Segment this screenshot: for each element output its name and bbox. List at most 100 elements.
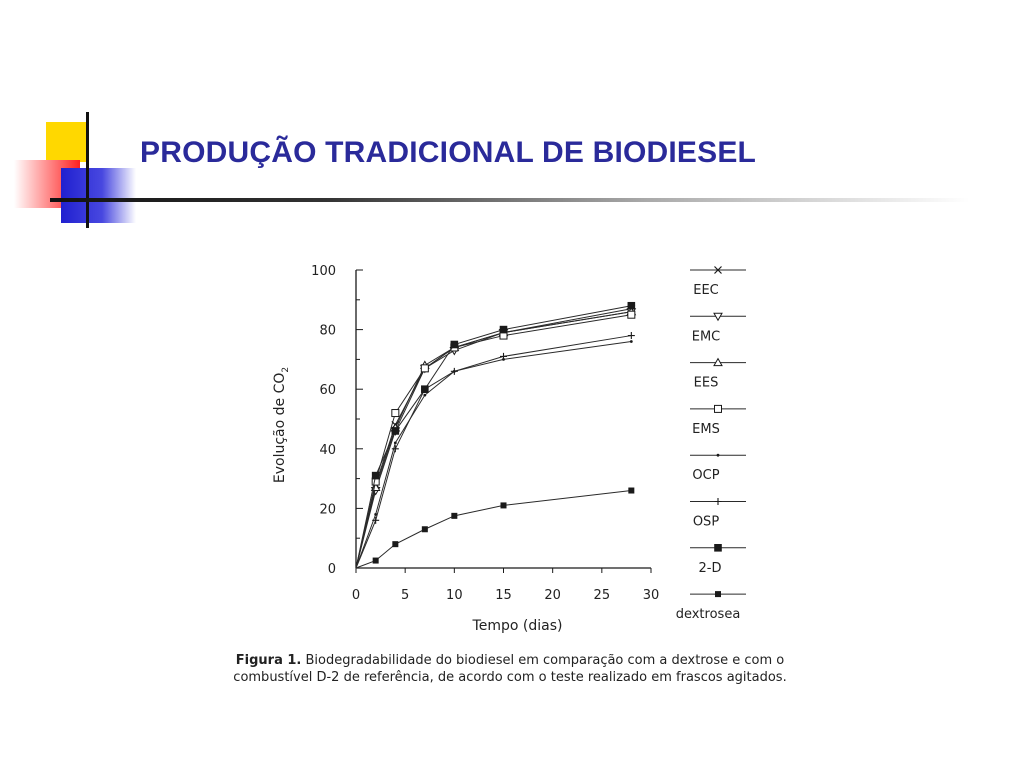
- data-point: [500, 352, 507, 360]
- legend-marker: [716, 453, 720, 457]
- x-tick-label: 10: [446, 588, 463, 603]
- data-point: [421, 526, 428, 533]
- legend-marker: [714, 404, 722, 413]
- y-axis-label: Evolução de CO2: [272, 367, 291, 483]
- series-2-d: [355, 301, 636, 569]
- data-point: [423, 393, 427, 397]
- legend-label: EMC: [692, 329, 721, 344]
- marker-shape: [713, 357, 723, 367]
- data-point: [371, 471, 380, 480]
- legend-item: EEC: [690, 266, 746, 298]
- data-point: [627, 332, 635, 340]
- marker-shape: [421, 526, 428, 533]
- series-eec: [355, 304, 636, 569]
- data-point: [499, 325, 508, 334]
- series-dextrosea: [355, 487, 635, 569]
- data-point: [628, 487, 635, 494]
- y-axis-label-subscript: 2: [281, 367, 291, 373]
- decor-horizontal-rule: [50, 198, 970, 202]
- y-axis-label-main: Evolução de CO: [272, 373, 288, 484]
- legend-label: EES: [694, 376, 719, 391]
- y-tick-label: 40: [319, 443, 336, 458]
- legend-marker: [714, 544, 722, 552]
- marker-shape: [500, 502, 507, 509]
- legend-label: EMS: [692, 422, 720, 437]
- data-point: [629, 340, 633, 343]
- legend-label: 2-D: [699, 561, 722, 576]
- legend-marker: [713, 312, 723, 322]
- data-point: [372, 516, 380, 524]
- marker-shape: [391, 427, 400, 435]
- figure-caption-text: Biodegradabilidade do biodiesel em compa…: [233, 653, 787, 685]
- x-tick-label: 0: [352, 588, 360, 603]
- marker-shape: [628, 487, 635, 494]
- series-line: [355, 335, 632, 569]
- marker-shape: [423, 393, 427, 397]
- marker-shape: [714, 544, 722, 552]
- marker-shape: [421, 385, 429, 393]
- marker-shape: [372, 516, 380, 524]
- marker-shape: [391, 445, 399, 453]
- marker-shape: [450, 367, 458, 375]
- decor-yellow-square: [46, 122, 86, 162]
- x-tick-label: 30: [643, 588, 660, 603]
- x-tick-label: 15: [495, 588, 512, 603]
- legend-item: OSP: [690, 498, 746, 530]
- marker-shape: [420, 364, 429, 373]
- series-line: [355, 314, 632, 569]
- x-tick-label: 5: [401, 588, 409, 603]
- data-point: [393, 441, 397, 445]
- data-point: [421, 385, 429, 393]
- y-tick-label: 100: [311, 264, 336, 279]
- marker-shape: [716, 453, 720, 457]
- legend-item: EES: [690, 357, 746, 391]
- y-tick-label: 20: [319, 502, 336, 517]
- data-point: [372, 557, 379, 564]
- x-tick-label: 20: [544, 588, 561, 603]
- marker-shape: [451, 512, 458, 519]
- marker-shape: [713, 312, 723, 322]
- data-point: [392, 541, 399, 548]
- data-point: [627, 310, 636, 319]
- data-point: [450, 367, 458, 375]
- series-osp: [355, 332, 635, 569]
- data-point: [500, 502, 507, 509]
- decor-vertical-line: [86, 112, 89, 228]
- legend-marker: [714, 266, 722, 274]
- figure-label: Figura 1.: [235, 653, 302, 668]
- marker-shape: [627, 310, 636, 319]
- data-point: [627, 301, 636, 310]
- legend-label: OCP: [692, 468, 719, 483]
- y-tick-label: 0: [328, 562, 336, 577]
- y-tick-label: 60: [319, 383, 336, 398]
- legend-label: EEC: [693, 283, 719, 298]
- data-point: [374, 512, 378, 516]
- slide-title: PRODUÇÃO TRADICIONAL DE BIODIESEL: [140, 136, 757, 169]
- marker-shape: [391, 409, 400, 418]
- legend-marker: [714, 498, 722, 505]
- legend-item: EMC: [690, 312, 746, 344]
- marker-shape: [371, 471, 380, 480]
- decor-blue-gradient: [61, 168, 136, 223]
- figure-caption: Figura 1. Biodegradabilidade do biodiese…: [200, 652, 820, 686]
- legend-item: EMS: [690, 404, 746, 437]
- data-point: [391, 409, 400, 418]
- marker-shape: [627, 301, 636, 310]
- x-axis-label: Tempo (dias): [472, 618, 563, 634]
- series-line: [355, 305, 632, 569]
- legend-marker: [713, 357, 723, 367]
- x-tick-label: 25: [594, 588, 611, 603]
- marker-shape: [714, 266, 722, 274]
- legend-label: dextrosea: [676, 607, 741, 622]
- marker-shape: [714, 498, 722, 505]
- marker-shape: [392, 541, 399, 548]
- marker-shape: [500, 352, 507, 360]
- marker-shape: [627, 332, 635, 340]
- legend: EEC EMC EES EMS OCP OSP 2-D dextrosea: [676, 266, 746, 622]
- series-ocp: [355, 340, 633, 569]
- marker-shape: [499, 325, 508, 334]
- series-line: [355, 341, 632, 569]
- y-tick-label: 80: [319, 324, 336, 339]
- marker-shape: [629, 340, 633, 343]
